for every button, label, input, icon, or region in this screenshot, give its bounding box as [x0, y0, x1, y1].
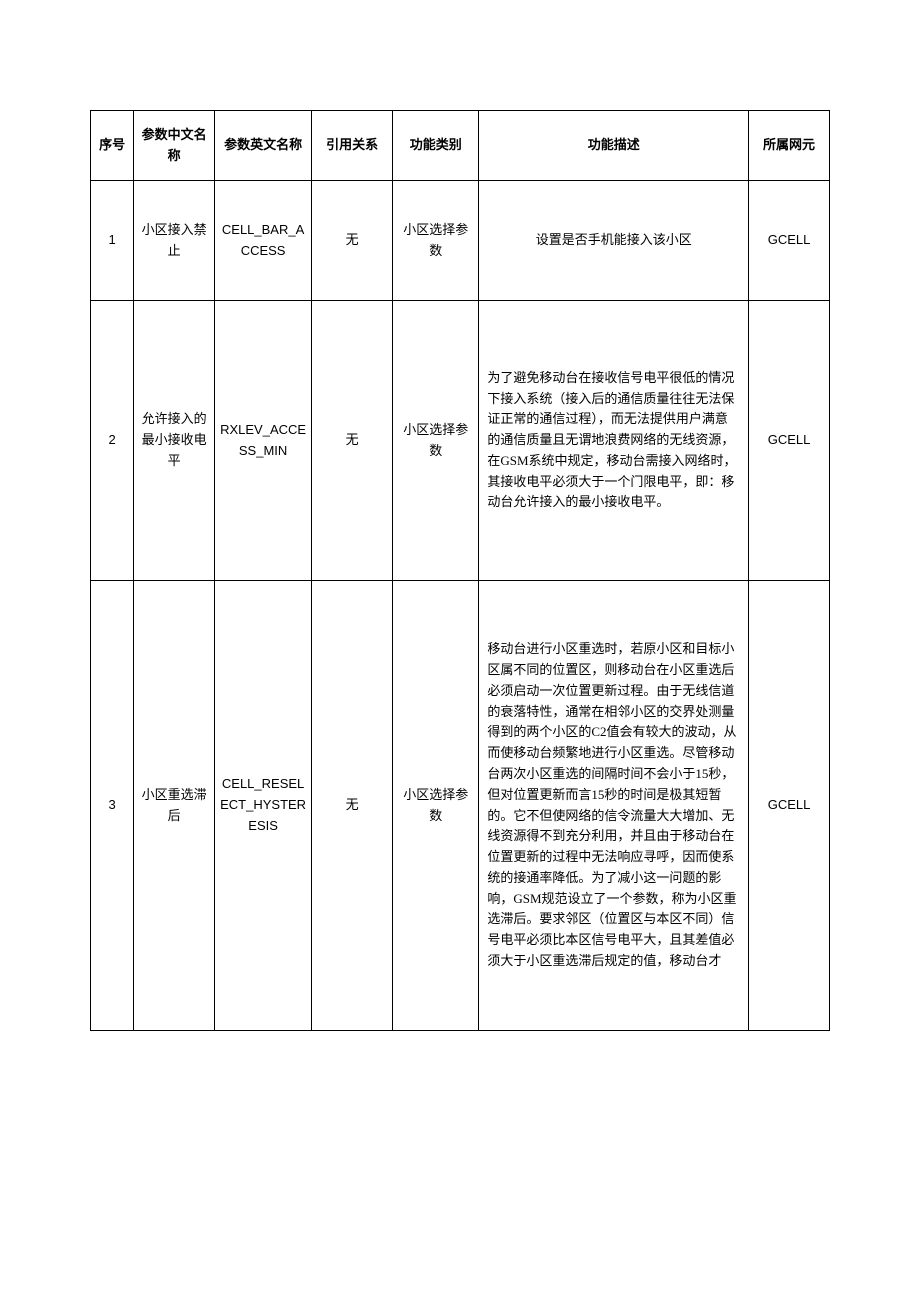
- cell-cn: 小区重选滞后: [134, 581, 215, 1031]
- cell-cat: 小区选择参数: [393, 301, 479, 581]
- cell-en: RXLEV_ACCESS_MIN: [215, 301, 312, 581]
- cell-ref: 无: [312, 581, 393, 1031]
- col-header-cat: 功能类别: [393, 111, 479, 181]
- col-header-cn: 参数中文名称: [134, 111, 215, 181]
- cell-seq: 1: [91, 181, 134, 301]
- cell-desc: 为了避免移动台在接收信号电平很低的情况下接入系统（接入后的通信质量往往无法保证正…: [479, 301, 749, 581]
- table-header-row: 序号 参数中文名称 参数英文名称 引用关系 功能类别 功能描述 所属网元: [91, 111, 830, 181]
- cell-seq: 3: [91, 581, 134, 1031]
- table-row: 1 小区接入禁止 CELL_BAR_ACCESS 无 小区选择参数 设置是否手机…: [91, 181, 830, 301]
- cell-ne: GCELL: [749, 301, 830, 581]
- cell-cn: 小区接入禁止: [134, 181, 215, 301]
- col-header-desc: 功能描述: [479, 111, 749, 181]
- table-body: 1 小区接入禁止 CELL_BAR_ACCESS 无 小区选择参数 设置是否手机…: [91, 181, 830, 1031]
- cell-cat: 小区选择参数: [393, 581, 479, 1031]
- cell-desc: 移动台进行小区重选时，若原小区和目标小区属不同的位置区，则移动台在小区重选后必须…: [479, 581, 749, 1031]
- col-header-seq: 序号: [91, 111, 134, 181]
- cell-ne: GCELL: [749, 581, 830, 1031]
- cell-ne: GCELL: [749, 181, 830, 301]
- cell-desc: 设置是否手机能接入该小区: [479, 181, 749, 301]
- cell-seq: 2: [91, 301, 134, 581]
- col-header-ne: 所属网元: [749, 111, 830, 181]
- col-header-en: 参数英文名称: [215, 111, 312, 181]
- col-header-ref: 引用关系: [312, 111, 393, 181]
- table-row: 2 允许接入的最小接收电平 RXLEV_ACCESS_MIN 无 小区选择参数 …: [91, 301, 830, 581]
- cell-cn: 允许接入的最小接收电平: [134, 301, 215, 581]
- cell-en: CELL_BAR_ACCESS: [215, 181, 312, 301]
- cell-ref: 无: [312, 181, 393, 301]
- cell-ref: 无: [312, 301, 393, 581]
- table-row: 3 小区重选滞后 CELL_RESELECT_HYSTERESIS 无 小区选择…: [91, 581, 830, 1031]
- cell-cat: 小区选择参数: [393, 181, 479, 301]
- cell-en: CELL_RESELECT_HYSTERESIS: [215, 581, 312, 1031]
- parameter-table: 序号 参数中文名称 参数英文名称 引用关系 功能类别 功能描述 所属网元 1 小…: [90, 110, 830, 1031]
